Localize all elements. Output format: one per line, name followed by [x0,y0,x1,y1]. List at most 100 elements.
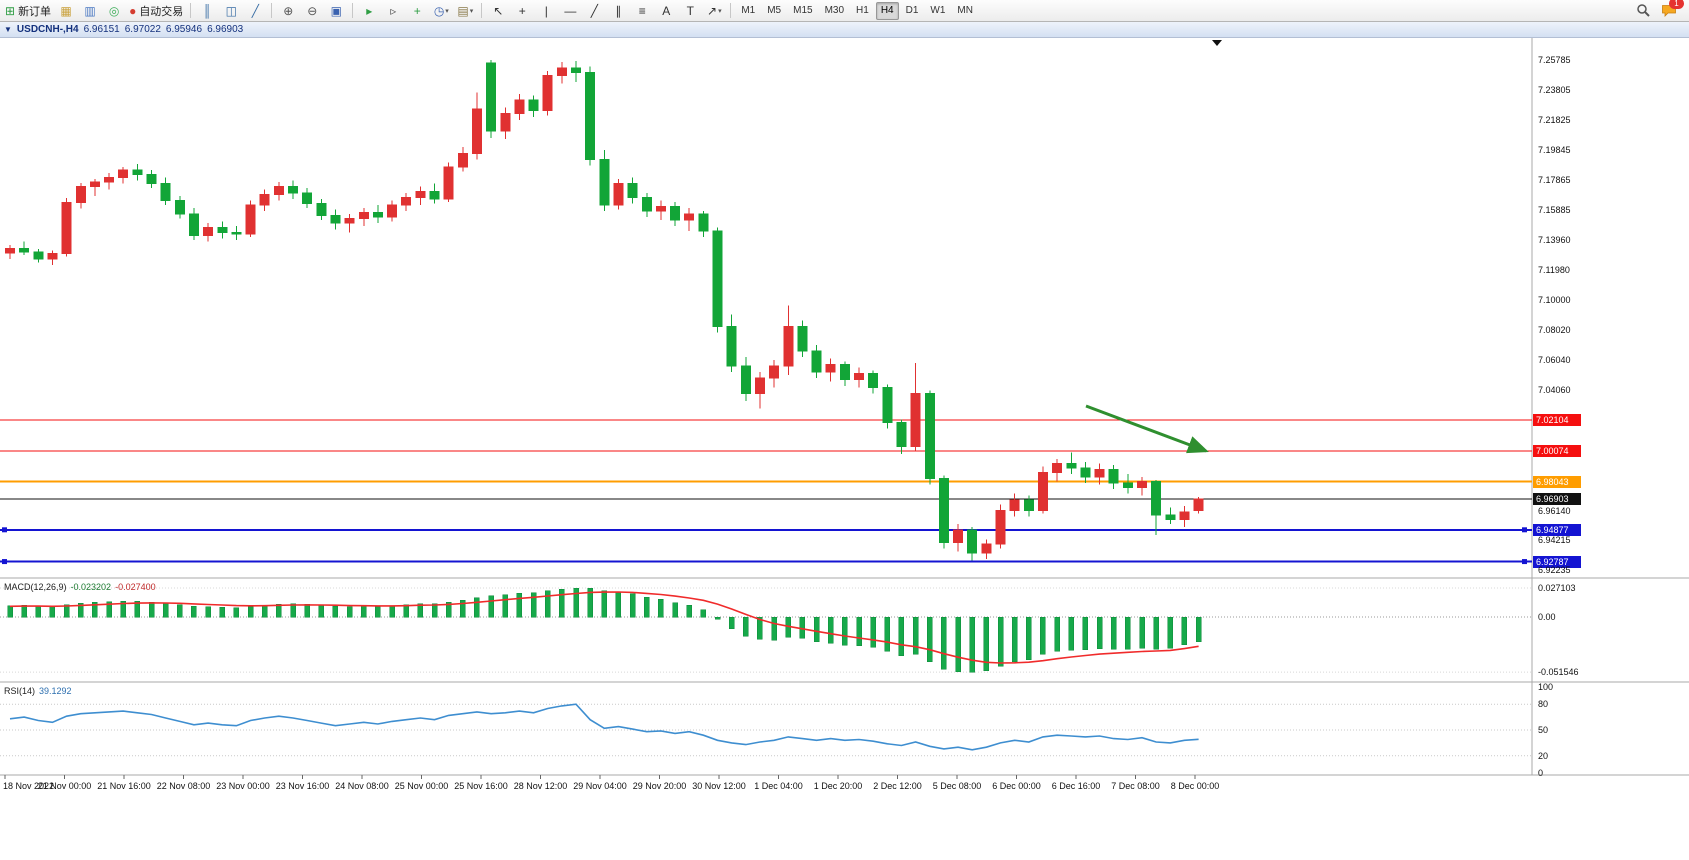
channel-button[interactable]: ∥ [607,2,629,20]
periods-icon: ◷ [433,3,445,18]
timeframe-m15[interactable]: M15 [793,5,813,16]
notifications-button[interactable]: 1 [1661,0,1684,18]
macd-bar [714,616,721,620]
macd-bar [35,606,42,618]
macd-bar [120,600,126,618]
time-axis-label: 30 Nov 12:00 [692,781,746,791]
macd-bar [941,616,947,670]
macd-bar [728,616,735,630]
label-button[interactable]: T [679,2,701,20]
timeframe-d1[interactable]: D1 [905,5,919,16]
trendline-button[interactable]: ╱ [583,2,605,20]
chart-canvas[interactable] [0,38,1689,800]
timeframe-m30[interactable]: M30 [824,5,845,16]
candle-body [500,113,511,132]
autotrading-button[interactable]: ● 自动交易 [127,2,185,20]
price-tag-pivot-line: 6.98043 [1533,475,1581,488]
candle-body [698,213,709,232]
time-axis-label: 6 Dec 00:00 [992,781,1041,791]
time-axis[interactable]: 18 Nov 2022 21 Nov 00:00 21 Nov 16:00 22 No… [0,775,1689,799]
horizontal-line-icon: — [564,3,577,18]
timeframe-m5[interactable]: M5 [767,5,782,16]
macd-bar [92,601,98,618]
line-handle[interactable] [2,559,7,565]
macd-bar [1139,616,1145,649]
data-window-button[interactable]: ▥ [79,2,101,20]
time-axis-label: 7 Dec 08:00 [1111,781,1160,791]
price-axis-tick: 7.25785 [1538,55,1571,65]
zoom-in-button[interactable]: ⊕ [277,2,299,20]
window-menu-icon[interactable]: ▼ [4,25,12,34]
line-handle[interactable] [1522,559,1527,565]
new-order-button[interactable]: ⊞ 新订单 [3,2,53,20]
timeframe-m1[interactable]: M1 [741,5,756,16]
time-axis-label: 24 Nov 08:00 [335,781,389,791]
time-axis-label: 8 Dec 00:00 [1170,781,1220,791]
price-axis-tick: 7.11980 [1538,264,1570,275]
time-axis-label: 25 Nov 16:00 [454,781,508,791]
timeframe-toolbar: M1 M5 M15 M30 H1 H4 D1 W1 MN [735,1,979,20]
candle-body [868,373,879,388]
candle-body [1080,467,1091,478]
macd-axis-tick: -0.051546 [1538,667,1579,678]
macd-bar [743,616,749,637]
templates-icon: ▤ [457,3,469,18]
candle-body [641,196,652,212]
candle-body [104,177,115,183]
macd-bar [247,606,254,618]
bar-chart-button[interactable]: ║ [196,2,218,20]
trend-arrow[interactable] [1085,404,1209,454]
vertical-line-button[interactable]: | [535,2,557,20]
macd-bar [969,616,975,673]
templates-button[interactable]: ▤ ▾ [454,2,476,20]
candle-body [1179,511,1190,521]
zoom-out-button[interactable]: ⊖ [301,2,323,20]
price-axis[interactable]: 7.02104 7.00074 6.98043 6.96903 6.94877 6.927… [1532,38,1689,778]
line-handle[interactable] [2,527,7,533]
candle-body [740,365,751,394]
text-button[interactable]: A [655,2,677,20]
candle-body [953,529,964,543]
chart-shift-button[interactable]: ▹ [382,2,404,20]
timeframe-h1[interactable]: H1 [856,5,869,16]
price-axis-tick: 7.08020 [1538,325,1571,336]
auto-scroll-button[interactable]: ▸ [358,2,380,20]
candle-body [811,350,822,373]
label-icon: T [686,3,694,18]
indicators-button[interactable]: + [406,2,428,20]
macd-bar [417,603,424,618]
tile-windows-button[interactable]: ▣ [325,2,347,20]
indicators-icon: + [413,3,421,18]
crosshair-button[interactable]: + [511,2,533,20]
market-watch-button[interactable]: ▦ [55,2,77,20]
navigator-button[interactable]: ◎ [103,2,125,20]
line-chart-button[interactable]: ╱ [244,2,266,20]
candle-body [387,204,398,218]
macd-bar [1181,616,1188,646]
chart-area[interactable]: MACD(12,26,9) -0.023202 -0.027400 RSI(14) 3… [0,38,1689,860]
timeframe-w1[interactable]: W1 [930,5,946,16]
fibonacci-button[interactable]: ≡ [631,2,653,20]
horizontal-line-button[interactable]: — [559,2,581,20]
candlestick-button[interactable]: ◫ [220,2,242,20]
line-handle[interactable] [1522,527,1527,533]
macd-bar [530,592,537,618]
timeframe-h4[interactable]: H4 [875,1,899,20]
macd-bar [290,603,296,618]
search-button[interactable] [1636,3,1651,18]
candle-body [1151,481,1162,516]
candle-body [910,392,921,448]
cursor-button[interactable]: ↖ [487,2,509,20]
periods-button[interactable]: ◷ ▾ [430,2,452,20]
channel-icon: ∥ [615,3,622,18]
macd-bar [587,587,593,618]
macd-bar [700,609,707,618]
macd-bar [559,589,565,618]
macd-bar [601,590,608,618]
price-axis-tick: 7.04060 [1538,385,1571,396]
macd-bar [1195,616,1202,643]
timeframe-mn[interactable]: MN [957,5,973,16]
candle-body [429,190,440,200]
candle-body [542,75,553,112]
shapes-button[interactable]: ↗ ▾ [703,2,725,20]
